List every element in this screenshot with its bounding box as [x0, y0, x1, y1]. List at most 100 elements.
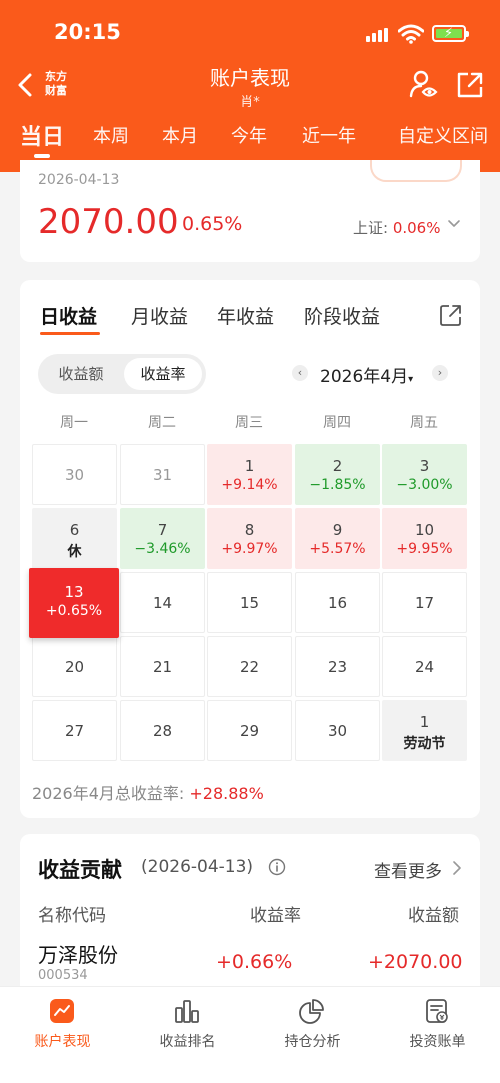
weekday-thu: 周四: [323, 415, 351, 431]
tab-past-year[interactable]: 近一年: [302, 126, 356, 147]
active-calendar-tab-indicator: [40, 332, 100, 335]
info-icon[interactable]: [268, 858, 286, 876]
view-more-link[interactable]: 查看更多: [374, 862, 442, 882]
calendar-day-cell[interactable]: 17: [382, 572, 467, 633]
calendar-day-cell[interactable]: 23: [295, 636, 380, 697]
app-logo: 东方 财富: [40, 70, 72, 98]
tab-yearly-returns[interactable]: 年收益: [217, 306, 275, 328]
metric-toggle: 收益额 收益率: [38, 354, 206, 394]
column-header-rate: 收益率: [250, 906, 301, 926]
battery-icon: [432, 25, 469, 42]
status-bar: 20:15 ⚡: [0, 0, 500, 60]
next-month-icon[interactable]: ›: [432, 365, 448, 381]
toggle-profit-amount[interactable]: 收益额: [58, 365, 104, 383]
calendar-day-cell[interactable]: 20: [32, 636, 117, 697]
calendar-day-number: 27: [64, 722, 85, 740]
calendar-day-number: 2: [332, 457, 343, 475]
calendar-day-cell[interactable]: 10 +9.95%: [382, 508, 467, 569]
column-header-amount: 收益额: [408, 906, 459, 926]
stock-code: 000534: [38, 968, 88, 983]
calendar-day-number: 28: [152, 722, 173, 740]
prev-month-icon[interactable]: ‹: [292, 365, 308, 381]
logo-line-2: 财富: [45, 84, 67, 97]
tab-daily-returns[interactable]: 日收益: [40, 306, 98, 328]
calendar-day-cell[interactable]: 28: [120, 700, 205, 761]
calendar-day-cell[interactable]: 30: [32, 444, 117, 505]
calendar-card: 日收益 月收益 年收益 阶段收益 收益额 收益率 ‹ 2026年4月▾ › 周一…: [20, 280, 480, 818]
chevron-down-icon[interactable]: [447, 217, 461, 231]
daily-profit-rate: 0.65%: [182, 213, 243, 235]
calendar-day-cell[interactable]: 24: [382, 636, 467, 697]
calendar-day-cell[interactable]: 22: [207, 636, 292, 697]
tab-period-returns[interactable]: 阶段收益: [304, 306, 381, 328]
tab-custom-range[interactable]: 自定义区间: [398, 126, 488, 147]
calendar-day-number: 7: [157, 521, 168, 539]
calendar-day-cell[interactable]: 13 +0.65%: [29, 568, 119, 638]
calendar-day-number: 24: [414, 658, 435, 676]
chevron-right-icon[interactable]: [452, 861, 462, 875]
month-total-value: +28.88%: [189, 784, 264, 803]
tab-monthly-returns[interactable]: 月收益: [131, 306, 189, 328]
index-compare[interactable]: 上证: 0.06%: [353, 217, 440, 238]
wifi-icon: [398, 24, 424, 44]
calendar-day-value: −3.46%: [134, 541, 191, 557]
calendar-day-number: 10: [414, 521, 435, 539]
calendar-day-cell[interactable]: 8 +9.97%: [207, 508, 292, 569]
nav-return-ranking[interactable]: 收益排名: [125, 987, 250, 1083]
caret-down-icon: ▾: [408, 374, 414, 385]
calendar-day-cell[interactable]: 1 劳动节: [382, 700, 467, 761]
tab-this-week[interactable]: 本周: [93, 126, 129, 147]
calendar-day-number: 29: [239, 722, 260, 740]
calendar-day-cell[interactable]: 1 +9.14%: [207, 444, 292, 505]
tab-this-month[interactable]: 本月: [162, 126, 198, 147]
account-name: 肖*: [240, 95, 260, 110]
active-tab-indicator: [34, 154, 50, 158]
nav-position-analysis[interactable]: 持仓分析: [250, 987, 375, 1083]
calendar-day-cell[interactable]: 29: [207, 700, 292, 761]
calendar-day-cell[interactable]: 21: [120, 636, 205, 697]
nav-label: 收益排名: [159, 1034, 216, 1050]
toggle-profit-rate[interactable]: 收益率: [124, 358, 202, 390]
index-value: 0.06%: [392, 219, 441, 237]
contribution-title: 收益贡献: [38, 858, 122, 882]
daily-profit-amount: 2070.00: [38, 202, 179, 242]
performance-chart-icon: [50, 999, 74, 1023]
calendar-day-cell[interactable]: 30: [295, 700, 380, 761]
calendar-day-cell[interactable]: 31: [120, 444, 205, 505]
calendar-day-value: +9.97%: [221, 541, 278, 557]
nav-account-performance[interactable]: 账户表现: [0, 987, 125, 1083]
month-picker[interactable]: 2026年4月▾: [320, 362, 413, 387]
nav-label: 账户表现: [34, 1034, 91, 1050]
weekday-fri: 周五: [410, 415, 438, 431]
calendar-day-number: 14: [152, 594, 173, 612]
calendar-day-value: 劳动节: [403, 736, 446, 752]
stock-return-rate: +0.66%: [216, 951, 293, 973]
tab-this-year[interactable]: 今年: [231, 126, 267, 147]
calendar-day-number: 6: [69, 521, 80, 539]
month-total: 2026年4月总收益率: +28.88%: [32, 780, 264, 804]
calendar-day-cell[interactable]: 15: [207, 572, 292, 633]
back-arrow-icon[interactable]: [14, 72, 38, 98]
calendar-day-cell[interactable]: 3 −3.00%: [382, 444, 467, 505]
bottom-nav: 账户表现 收益排名 持仓分析 投资账单: [0, 986, 500, 1083]
calendar-day-value: +5.57%: [309, 541, 366, 557]
column-header-name: 名称代码: [38, 906, 106, 926]
tab-today[interactable]: 当日: [20, 125, 65, 150]
calendar-day-cell[interactable]: 16: [295, 572, 380, 633]
weekday-mon: 周一: [60, 415, 88, 431]
nav-investment-bill[interactable]: 投资账单: [375, 987, 500, 1083]
period-tabs: 当日 本周 本月 今年 近一年 自定义区间: [0, 122, 500, 162]
calendar-day-cell[interactable]: 14: [120, 572, 205, 633]
calendar-day-cell[interactable]: 7 −3.46%: [120, 508, 205, 569]
calendar-day-value: −3.00%: [396, 477, 453, 493]
calendar-day-number: 17: [414, 594, 435, 612]
calendar-day-cell[interactable]: 9 +5.57%: [295, 508, 380, 569]
calendar-day-number: 13: [64, 583, 84, 601]
share-icon[interactable]: [455, 70, 485, 100]
export-icon[interactable]: [440, 304, 462, 326]
calendar-day-cell[interactable]: 27: [32, 700, 117, 761]
calendar-day-cell[interactable]: 2 −1.85%: [295, 444, 380, 505]
privacy-eye-icon[interactable]: [408, 68, 440, 100]
pie-chart-icon: [299, 999, 324, 1024]
